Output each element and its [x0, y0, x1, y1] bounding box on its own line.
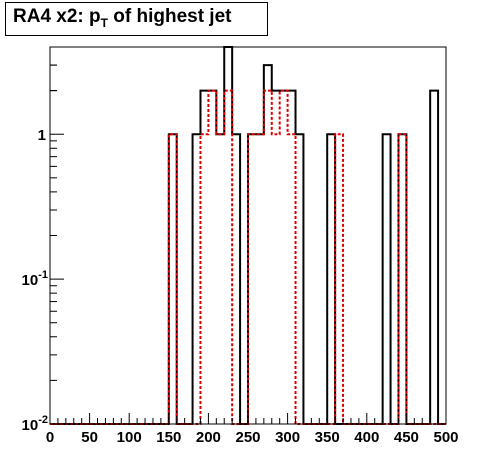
x-tick-label: 100	[117, 429, 142, 446]
series-1-bin-12	[398, 134, 406, 424]
series-0-bin-1	[193, 134, 201, 424]
series-0-bin-6	[232, 134, 240, 424]
x-tick-label: 500	[433, 429, 458, 446]
x-tick-label: 300	[275, 429, 300, 446]
chart-title-subscript: T	[100, 16, 108, 30]
series-0-bin-15	[383, 134, 391, 424]
series-1-bin-7	[264, 91, 272, 424]
y-tick-label: 1	[38, 127, 46, 144]
series-0-bin-14	[327, 134, 335, 424]
series-1-bin-6	[256, 134, 264, 424]
series-1-bin-3	[216, 134, 224, 424]
chart-title-main: RA4 x2: p	[13, 6, 101, 27]
series-0-bin-13	[296, 134, 304, 424]
x-tick-label: 400	[354, 429, 379, 446]
x-tick-label: 0	[46, 429, 54, 446]
y-tick-label: 10-1	[22, 269, 48, 289]
series-layer	[50, 46, 446, 425]
y-tick-label: 10-2	[22, 414, 48, 434]
series-1-bin-11	[335, 134, 343, 424]
chart-title-box: RA4 x2: pT of highest jet	[5, 2, 268, 36]
series-1-bin-10	[288, 134, 296, 424]
axes-layer: 0 50 100 150 200 250 300 350 400 450 500 10-2 10-1 1	[22, 46, 459, 446]
series-1-bin-9	[280, 91, 288, 424]
x-tick-label: 50	[81, 429, 98, 446]
chart-title: RA4 x2: pT of highest jet	[13, 6, 231, 30]
x-tick-label: 350	[315, 429, 340, 446]
series-1-bin-5	[248, 134, 256, 424]
series-1-bin-2	[208, 91, 216, 424]
series-1-bin-1	[200, 134, 208, 424]
series-1-bin-4	[224, 91, 232, 424]
x-tick-label: 450	[394, 429, 419, 446]
x-tick-label: 150	[156, 429, 181, 446]
series-0-bin-17	[430, 91, 438, 424]
x-tick-label: 250	[235, 429, 260, 446]
chart-title-rest: of highest jet	[107, 6, 232, 27]
series-1-bin-0	[169, 134, 177, 424]
x-tick-label: 200	[196, 429, 221, 446]
series-1-bin-8	[272, 134, 280, 424]
